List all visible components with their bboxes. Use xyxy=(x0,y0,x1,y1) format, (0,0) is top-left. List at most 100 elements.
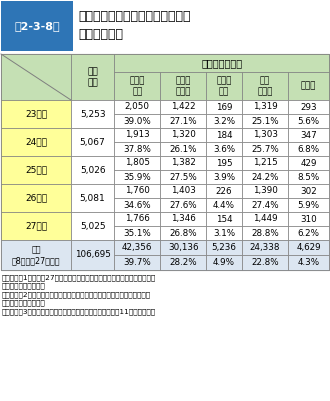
Text: 195: 195 xyxy=(216,158,232,168)
Bar xyxy=(288,156,329,170)
Bar xyxy=(288,212,329,226)
Text: 1,319: 1,319 xyxy=(253,103,278,111)
Text: 25年度: 25年度 xyxy=(25,166,47,174)
Bar xyxy=(71,128,115,156)
Text: 347: 347 xyxy=(300,130,317,140)
Bar xyxy=(206,240,242,255)
Text: その他: その他 xyxy=(301,81,316,91)
Bar xyxy=(206,226,242,240)
Bar xyxy=(160,226,206,240)
Text: 1,805: 1,805 xyxy=(125,158,150,168)
Bar xyxy=(206,128,242,142)
Bar xyxy=(71,240,115,270)
Bar xyxy=(288,198,329,212)
Text: 現行
どおり: 現行 どおり xyxy=(257,76,273,96)
Bar xyxy=(160,100,206,114)
Text: 39.7%: 39.7% xyxy=(123,258,151,267)
Bar xyxy=(1,54,71,100)
Text: 3.2%: 3.2% xyxy=(213,117,235,126)
Bar xyxy=(115,128,160,142)
Bar xyxy=(1,156,71,184)
Text: 24.2%: 24.2% xyxy=(251,172,279,182)
Bar xyxy=(160,128,206,142)
Text: 39.0%: 39.0% xyxy=(123,117,151,126)
Text: 35.9%: 35.9% xyxy=(123,172,151,182)
Bar xyxy=(1,184,71,212)
Text: 1,760: 1,760 xyxy=(125,186,150,196)
Text: 154: 154 xyxy=(216,215,232,223)
Bar xyxy=(160,142,206,156)
Text: 諸課題
を検討: 諸課題 を検討 xyxy=(176,76,191,96)
Bar xyxy=(71,184,115,212)
Text: 5,026: 5,026 xyxy=(80,166,106,174)
Bar xyxy=(288,226,329,240)
Text: り作成: り作成 xyxy=(2,282,46,289)
Bar xyxy=(115,54,329,72)
Bar xyxy=(1,1,73,51)
Bar xyxy=(115,170,160,184)
Bar xyxy=(115,255,160,270)
Bar xyxy=(160,212,206,226)
Text: 1,403: 1,403 xyxy=(171,186,196,196)
Bar xyxy=(206,255,242,270)
Bar xyxy=(160,72,206,100)
Text: 37.8%: 37.8% xyxy=(123,144,151,154)
Text: 27年度: 27年度 xyxy=(25,221,47,231)
Bar xyxy=(115,72,160,100)
Bar xyxy=(242,128,288,142)
Bar xyxy=(242,170,288,184)
Bar xyxy=(71,100,115,128)
Bar xyxy=(160,198,206,212)
Bar xyxy=(288,128,329,142)
Text: 184: 184 xyxy=(216,130,232,140)
Bar xyxy=(115,184,160,198)
Text: 302: 302 xyxy=(300,186,317,196)
Bar xyxy=(115,142,160,156)
Text: 1,303: 1,303 xyxy=(252,130,278,140)
Text: 30,136: 30,136 xyxy=(168,243,198,252)
Text: 24,338: 24,338 xyxy=(250,243,280,252)
Text: 5.6%: 5.6% xyxy=(297,117,319,126)
Text: 1,449: 1,449 xyxy=(253,215,278,223)
Bar xyxy=(242,72,288,100)
Text: 26年度: 26年度 xyxy=(25,194,47,203)
Text: 第2-3-8表: 第2-3-8表 xyxy=(14,21,60,31)
Bar xyxy=(115,100,160,114)
Bar xyxy=(288,170,329,184)
Text: 実施は
困難: 実施は 困難 xyxy=(216,76,232,96)
Text: 25.7%: 25.7% xyxy=(251,144,279,154)
Text: 審議結果の区分: 審議結果の区分 xyxy=(201,58,242,68)
Text: 5,067: 5,067 xyxy=(80,138,106,146)
Bar xyxy=(242,226,288,240)
Bar xyxy=(160,240,206,255)
Bar xyxy=(115,240,160,255)
Bar xyxy=(206,100,242,114)
Bar xyxy=(160,156,206,170)
Text: 各年度の消防職員委員会審議件数
及び審議結果: 各年度の消防職員委員会審議件数 及び審議結果 xyxy=(78,10,190,41)
Text: 6.8%: 6.8% xyxy=(297,144,319,154)
Bar xyxy=(288,114,329,128)
Bar xyxy=(71,54,115,100)
Text: 293: 293 xyxy=(300,103,317,111)
Bar xyxy=(115,212,160,226)
Text: 24年度: 24年度 xyxy=(25,138,47,146)
Text: 5.9%: 5.9% xyxy=(297,200,319,209)
Text: 429: 429 xyxy=(300,158,317,168)
Bar xyxy=(160,170,206,184)
Bar xyxy=(206,114,242,128)
Text: 25.1%: 25.1% xyxy=(251,117,279,126)
Bar xyxy=(160,255,206,270)
Bar xyxy=(242,255,288,270)
Bar xyxy=(71,156,115,184)
Text: 28.8%: 28.8% xyxy=(251,229,279,237)
Text: 1,346: 1,346 xyxy=(171,215,195,223)
Text: 8.5%: 8.5% xyxy=(297,172,320,182)
Bar xyxy=(288,240,329,255)
Text: 3.1%: 3.1% xyxy=(213,229,235,237)
Text: 5,236: 5,236 xyxy=(212,243,237,252)
Bar xyxy=(242,240,288,255)
Text: 27.4%: 27.4% xyxy=(251,200,279,209)
Bar xyxy=(71,212,115,240)
Text: 5,081: 5,081 xyxy=(80,194,106,203)
Bar xyxy=(115,198,160,212)
